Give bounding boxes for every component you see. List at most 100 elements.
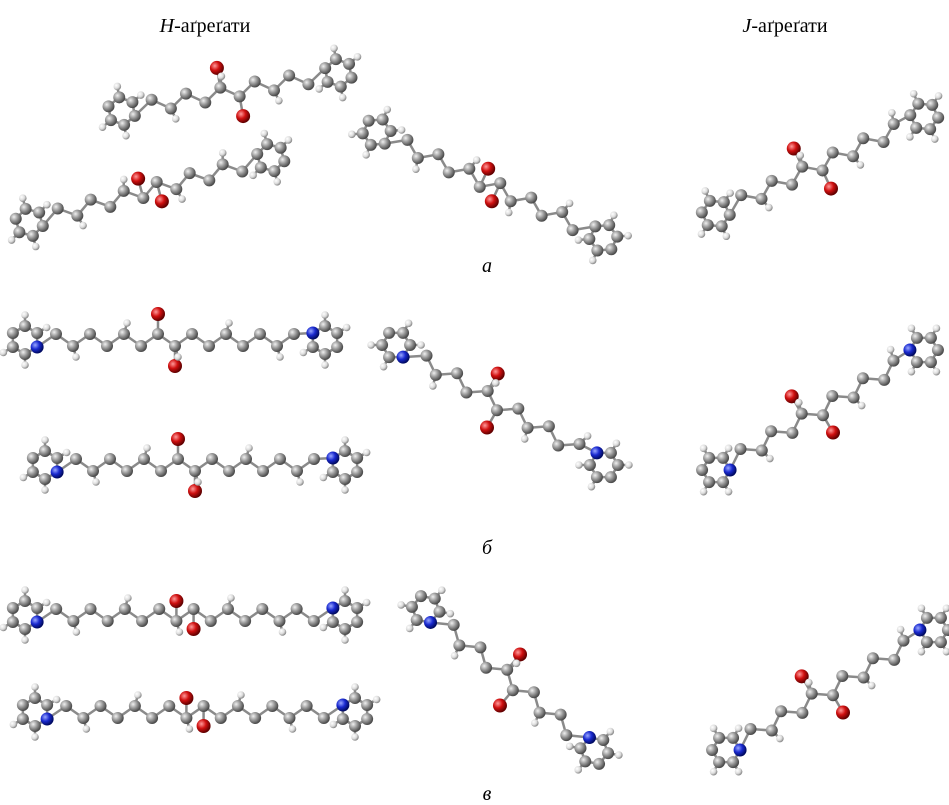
atom — [351, 733, 359, 741]
atom — [291, 603, 303, 615]
atom — [339, 445, 351, 457]
atom — [710, 725, 718, 733]
atom — [20, 203, 32, 215]
atom — [217, 158, 229, 170]
atom — [112, 712, 124, 724]
atom — [701, 187, 709, 195]
atom — [273, 615, 285, 627]
atom — [249, 76, 261, 88]
atom — [605, 243, 617, 255]
atom — [735, 725, 743, 733]
atom — [19, 595, 31, 607]
atom — [868, 682, 876, 690]
atom — [573, 438, 585, 450]
atom — [918, 605, 926, 613]
atom — [897, 626, 905, 634]
atom — [171, 432, 185, 446]
atom — [766, 455, 774, 463]
atom — [404, 339, 416, 351]
atom — [921, 636, 933, 648]
atom — [275, 97, 283, 105]
atom — [67, 340, 79, 352]
atom — [220, 328, 232, 340]
atom — [710, 768, 718, 776]
atom — [827, 689, 839, 701]
atom — [878, 374, 890, 386]
atom — [765, 204, 773, 212]
atom — [52, 203, 64, 215]
atom — [179, 691, 193, 705]
atom — [105, 114, 117, 126]
atom — [321, 311, 329, 319]
atom — [237, 340, 249, 352]
atom — [725, 445, 733, 453]
atom — [713, 732, 725, 744]
atom — [339, 623, 351, 635]
atom — [21, 636, 29, 644]
atom — [796, 408, 808, 420]
atom — [336, 699, 349, 712]
atom — [560, 729, 572, 741]
atom — [170, 615, 182, 627]
atom — [528, 686, 540, 698]
atom — [306, 327, 319, 340]
atom — [102, 615, 114, 627]
atom — [443, 166, 455, 178]
atom — [219, 149, 227, 157]
atom — [365, 139, 377, 151]
atom — [178, 195, 186, 203]
atom — [234, 90, 246, 102]
atom — [227, 594, 235, 602]
atom — [120, 176, 128, 184]
atom — [612, 459, 624, 471]
atom — [857, 161, 865, 169]
atom — [339, 595, 351, 607]
atom — [95, 700, 107, 712]
column-heading: H-аґреґати — [159, 15, 251, 37]
atom — [131, 172, 145, 186]
atom — [119, 603, 131, 615]
atom — [584, 459, 596, 471]
atom — [867, 652, 879, 664]
atom — [385, 125, 397, 137]
atom — [583, 233, 595, 245]
atom — [43, 324, 51, 332]
atom — [383, 351, 395, 363]
atom — [383, 327, 395, 339]
atom — [411, 614, 423, 626]
atom — [766, 175, 778, 187]
atom — [611, 231, 623, 243]
atom — [122, 132, 130, 140]
atom — [434, 606, 446, 618]
atom — [84, 328, 96, 340]
atom — [918, 648, 926, 656]
atom — [480, 421, 494, 435]
atom — [745, 723, 757, 735]
atom — [362, 151, 370, 159]
atom — [735, 768, 743, 776]
atom — [513, 647, 527, 661]
atom — [432, 148, 444, 160]
atom — [101, 340, 113, 352]
atom — [463, 163, 475, 175]
atom — [725, 488, 733, 496]
atom — [337, 713, 349, 725]
atom — [19, 623, 31, 635]
atom — [412, 165, 420, 173]
atom — [155, 465, 167, 477]
atom — [597, 734, 609, 746]
atom — [429, 593, 441, 605]
atom — [351, 452, 363, 464]
atom — [377, 113, 389, 125]
atom — [343, 324, 351, 332]
atom — [610, 211, 618, 219]
atom — [717, 476, 729, 488]
atom — [343, 58, 355, 70]
atom — [460, 387, 472, 399]
atom — [153, 603, 165, 615]
atom — [931, 135, 939, 143]
atom — [935, 636, 947, 648]
atom — [168, 359, 182, 373]
atom — [151, 176, 163, 188]
atom — [135, 340, 147, 352]
